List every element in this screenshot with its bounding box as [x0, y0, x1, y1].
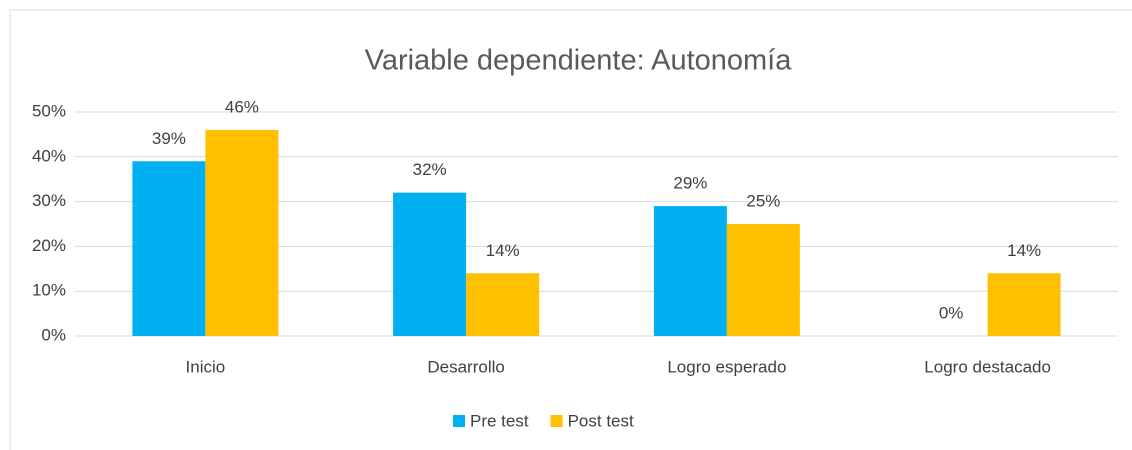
legend-swatch [453, 415, 465, 427]
bar [653, 206, 727, 336]
bar [393, 192, 467, 336]
legend-swatch [550, 415, 563, 427]
y-tick-label: 0% [41, 325, 66, 344]
value-label: 29% [673, 174, 707, 193]
value-label: 39% [152, 129, 186, 148]
bar [466, 273, 540, 336]
value-label: 32% [413, 160, 447, 179]
bar [205, 129, 279, 336]
legend-label: Pre test [470, 411, 529, 430]
y-tick-label: 10% [32, 281, 66, 300]
chart-frame [9, 9, 1132, 450]
chart-title: Variable dependiente: Autonomía [365, 45, 793, 77]
x-tick-label: Desarrollo [427, 357, 504, 376]
x-tick-label: Logro destacado [924, 357, 1051, 376]
bar [132, 161, 206, 336]
value-label: 14% [486, 241, 520, 260]
value-label: 0% [939, 303, 964, 322]
y-tick-label: 50% [32, 101, 66, 120]
y-tick-label: 20% [32, 236, 66, 255]
y-tick-label: 40% [32, 146, 66, 165]
bar [987, 273, 1061, 336]
bar [726, 224, 800, 336]
x-tick-label: Logro esperado [667, 357, 786, 376]
y-tick-label: 30% [32, 191, 66, 210]
value-label: 25% [746, 191, 780, 210]
legend-label: Post test [568, 411, 634, 430]
x-tick-label: Inicio [186, 357, 226, 376]
value-label: 14% [1007, 241, 1041, 260]
value-label: 46% [225, 97, 259, 116]
